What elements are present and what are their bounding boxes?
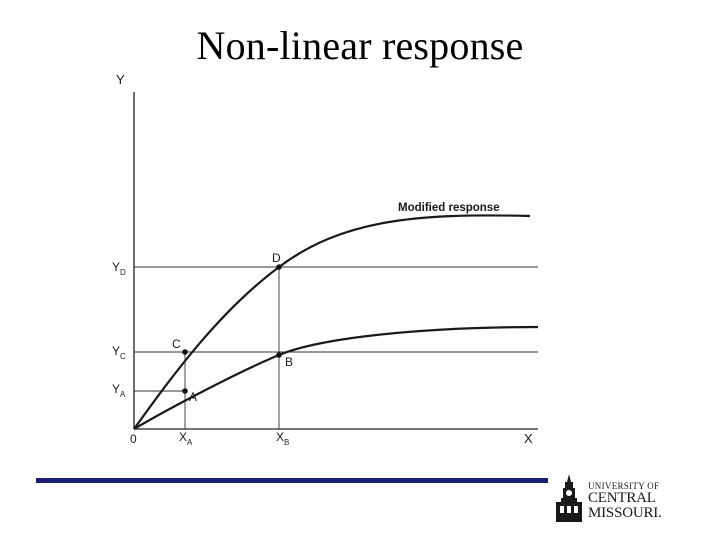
logo-wordmark: UNIVERSITY OF CENTRAL MISSOURI.	[588, 482, 662, 521]
point-b-marker	[276, 352, 282, 358]
point-d-label: D	[272, 251, 281, 265]
university-logo: UNIVERSITY OF CENTRAL MISSOURI.	[548, 470, 698, 526]
point-d-marker	[276, 264, 282, 270]
x-axis-label: X	[524, 431, 533, 446]
point-c-label: C	[172, 337, 181, 351]
origin-label: 0	[130, 432, 137, 446]
clock-tower-icon	[556, 474, 582, 522]
logo-line-missouri: MISSOURI.	[588, 505, 662, 521]
logo-line-university-of: UNIVERSITY OF	[588, 481, 660, 491]
point-c-marker	[182, 349, 188, 355]
y-axis-label: Y	[116, 72, 125, 87]
linear-response-curve	[133, 325, 539, 430]
yc-tick-label: YC	[112, 344, 126, 361]
point-a-marker	[182, 388, 188, 394]
xa-tick-label: XA	[179, 430, 193, 447]
point-a-label: A	[189, 390, 197, 404]
slide-title: Non-linear response	[196, 23, 524, 68]
footer-divider-bar	[36, 478, 690, 483]
ya-tick-label: YA	[112, 382, 126, 399]
xb-tick-label: XB	[276, 430, 289, 447]
logo-line-central: CENTRAL	[588, 490, 656, 506]
modified-response-label: Modified response	[398, 202, 500, 214]
yd-tick-label: YD	[112, 260, 126, 277]
point-b-label: B	[285, 355, 293, 369]
